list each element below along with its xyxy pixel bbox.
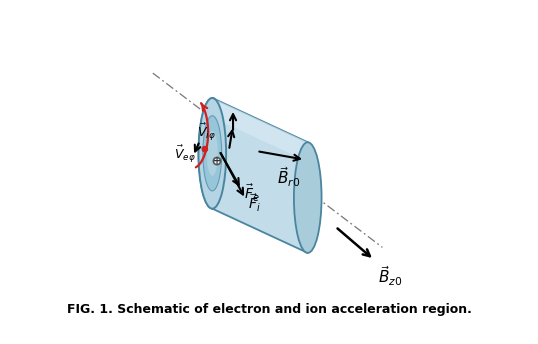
Text: $\vec{V}_{i\varphi}$: $\vec{V}_{i\varphi}$ xyxy=(197,122,216,143)
Circle shape xyxy=(202,147,208,152)
Ellipse shape xyxy=(199,98,226,209)
Text: $\vec{B}_{z0}$: $\vec{B}_{z0}$ xyxy=(378,265,402,288)
Circle shape xyxy=(214,158,221,165)
Text: $\vec{F}_e$: $\vec{F}_e$ xyxy=(244,183,259,204)
Text: +: + xyxy=(213,156,221,166)
Ellipse shape xyxy=(207,131,218,176)
Ellipse shape xyxy=(294,142,322,253)
Ellipse shape xyxy=(203,116,222,191)
Ellipse shape xyxy=(199,98,226,209)
Text: FIG. 1. Schematic of electron and ion acceleration region.: FIG. 1. Schematic of electron and ion ac… xyxy=(67,303,471,316)
Polygon shape xyxy=(213,98,308,253)
Polygon shape xyxy=(213,98,308,162)
Text: $\vec{V}_{e\varphi}$: $\vec{V}_{e\varphi}$ xyxy=(174,143,195,164)
Text: $\vec{B}_{r0}$: $\vec{B}_{r0}$ xyxy=(277,166,300,190)
Text: $\vec{F}_i$: $\vec{F}_i$ xyxy=(248,193,261,214)
